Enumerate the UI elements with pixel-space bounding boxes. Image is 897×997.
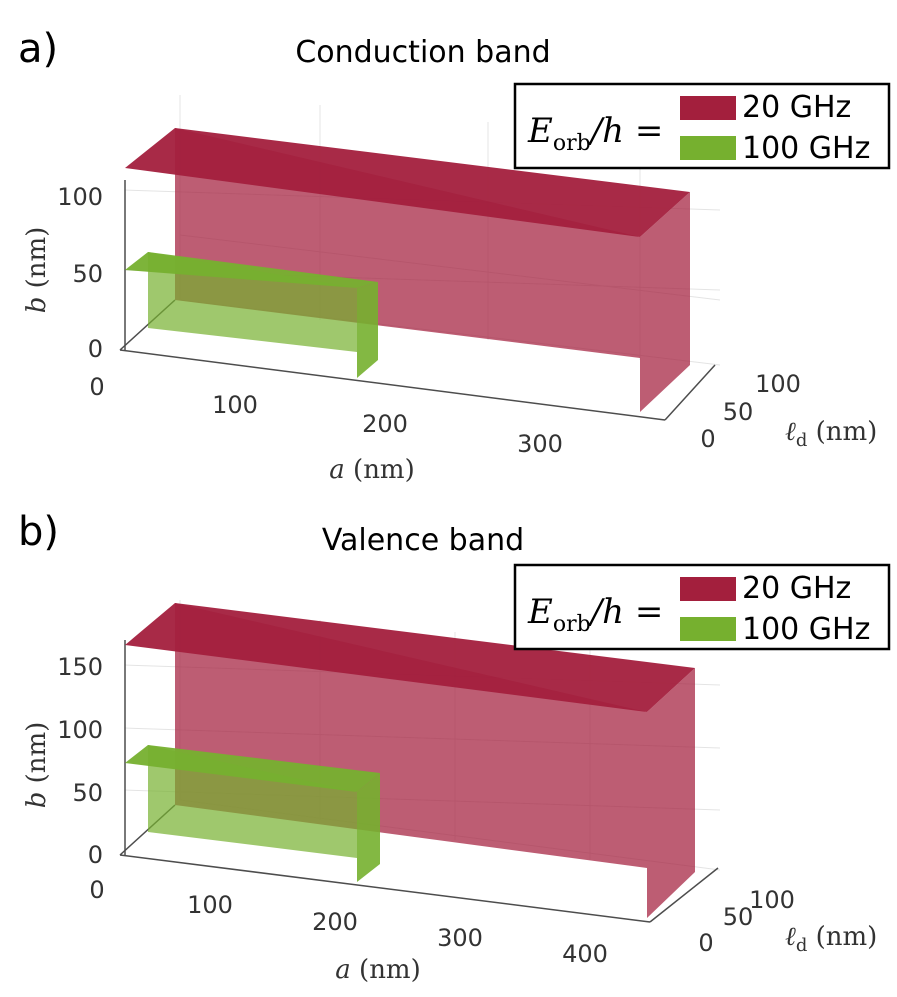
panel-b-zlabel: ℓd (nm) — [785, 922, 877, 956]
panel-b-axes — [119, 640, 719, 923]
panel-b-ytick-0: 0 — [88, 841, 103, 869]
panel-a-legend-swatch-20ghz — [680, 96, 736, 120]
panel-b: b) Valence band — [18, 509, 891, 985]
panel-b-ztick-0: 0 — [698, 929, 713, 957]
panel-a-title: Conduction band — [295, 35, 550, 70]
panel-b-title: Valence band — [322, 523, 524, 558]
panel-a-ytick-100: 100 — [57, 183, 103, 211]
panel-a-ytick-50: 50 — [72, 260, 103, 288]
panel-b-legend-swatch-100ghz — [680, 617, 736, 641]
panel-b-xtick-400: 400 — [562, 940, 608, 968]
panel-b-100ghz-top — [125, 745, 380, 792]
panel-a-100ghz-top — [125, 252, 378, 288]
panel-a-ztick-100: 100 — [755, 370, 801, 398]
panel-a: a) Conduction band — [18, 26, 891, 485]
panel-a-legend-label-20ghz: 20 GHz — [742, 90, 851, 125]
panel-a-xlabel: a (nm) — [329, 455, 414, 485]
panel-a-100ghz-side — [357, 282, 378, 378]
panel-b-20ghz-top — [125, 603, 695, 712]
panel-a-xtick-0: 0 — [89, 373, 104, 401]
panel-a-100ghz-back-wall — [148, 252, 357, 352]
panel-b-legend-label-20ghz: 20 GHz — [742, 571, 851, 606]
panel-b-ztick-50: 50 — [723, 903, 754, 931]
panel-b-100ghz-side — [357, 773, 380, 882]
panel-a-ztick-50: 50 — [723, 398, 754, 426]
panel-b-xlabel: a (nm) — [335, 955, 420, 985]
panel-b-xtick-200: 200 — [312, 908, 358, 936]
panel-a-20ghz-top — [125, 128, 690, 237]
panel-b-ytick-100: 100 — [57, 716, 103, 744]
panel-b-ztick-100: 100 — [749, 886, 795, 914]
panel-a-ztick-0: 0 — [700, 425, 715, 453]
panel-a-legend-title: Eorb/h = — [527, 111, 663, 156]
panel-b-legend-title: Eorb/h = — [527, 592, 663, 637]
panel-a-legend-label-100ghz: 100 GHz — [742, 131, 870, 166]
panel-a-xtick-200: 200 — [362, 410, 408, 438]
panel-b-legend: Eorb/h = 20 GHz 100 GHz — [513, 563, 891, 651]
panel-b-label: b) — [18, 509, 59, 555]
panel-a-legend: Eorb/h = 20 GHz 100 GHz — [513, 82, 891, 170]
panel-b-20ghz-side — [647, 668, 695, 918]
panel-b-ylabel: b (nm) — [22, 722, 52, 809]
panel-a-ylabel: b (nm) — [22, 227, 52, 314]
panel-b-100ghz-back-wall — [148, 745, 357, 858]
panel-b-xtick-100: 100 — [187, 891, 233, 919]
panel-a-xtick-300: 300 — [517, 430, 563, 458]
panel-b-xtick-300: 300 — [437, 924, 483, 952]
panel-b-surface-100ghz — [125, 745, 380, 882]
panel-a-ytick-0: 0 — [88, 335, 103, 363]
panel-b-ytick-50: 50 — [72, 779, 103, 807]
panel-a-zlabel: ℓd (nm) — [785, 417, 877, 451]
panel-a-legend-swatch-100ghz — [680, 136, 736, 160]
panel-b-ytick-150: 150 — [57, 653, 103, 681]
panel-b-legend-label-100ghz: 100 GHz — [742, 612, 870, 647]
panel-b-xtick-0: 0 — [89, 876, 104, 904]
panel-a-xtick-100: 100 — [212, 391, 258, 419]
panel-a-surface-100ghz — [125, 252, 378, 378]
panel-a-20ghz-side — [640, 192, 690, 412]
panel-a-label: a) — [18, 26, 58, 72]
panel-b-legend-swatch-20ghz — [680, 577, 736, 601]
